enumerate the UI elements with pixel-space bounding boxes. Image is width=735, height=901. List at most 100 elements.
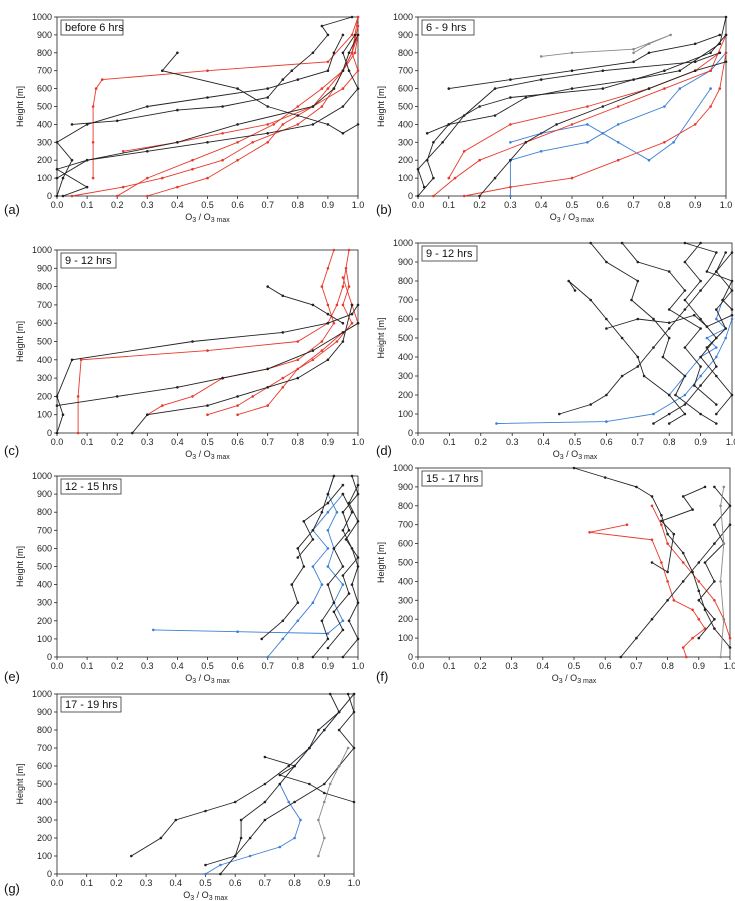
data-point (115, 194, 119, 198)
data-point (667, 336, 671, 340)
data-point (248, 854, 252, 858)
data-point (174, 818, 178, 822)
y-tick-label: 700 (37, 300, 52, 310)
data-point (236, 404, 239, 407)
y-tick-label: 800 (37, 48, 52, 58)
data-point (728, 636, 732, 640)
series-line (71, 34, 359, 197)
series-line (573, 467, 731, 648)
data-point (341, 628, 345, 632)
series-line (317, 747, 349, 857)
y-tick-label: 1000 (393, 463, 413, 473)
y-tick-label: 1000 (32, 689, 52, 699)
data-point (341, 303, 345, 307)
data-point (266, 105, 270, 108)
data-point (332, 610, 336, 614)
y-tick-label: 300 (37, 137, 52, 147)
y-tick-label: 200 (398, 614, 413, 624)
data-point (350, 33, 354, 37)
series-line (509, 52, 727, 196)
y-axis-label: Height [m] (376, 542, 386, 583)
x-tick-label: 0.2 (111, 437, 124, 447)
data-point (206, 404, 209, 407)
y-tick-label: 600 (398, 84, 413, 94)
y-tick-label: 100 (37, 851, 52, 861)
panel-title: 9 - 12 hrs (426, 248, 473, 260)
data-point (730, 289, 734, 292)
data-point (666, 580, 669, 583)
data-point (290, 69, 294, 72)
data-point (509, 185, 512, 189)
y-tick-label: 100 (398, 173, 413, 183)
data-point (730, 317, 734, 321)
panel-letter: (f) (376, 669, 388, 684)
x-tick-label: 0.4 (170, 878, 183, 888)
data-point (332, 601, 336, 604)
data-point (509, 141, 512, 144)
series-line (55, 34, 359, 197)
data-point (296, 547, 300, 550)
data-point (61, 176, 65, 180)
x-tick-label: 0.9 (689, 200, 702, 210)
data-point (326, 303, 330, 307)
data-point (204, 872, 207, 876)
data-point (632, 47, 635, 51)
data-point (663, 69, 666, 72)
data-point (347, 619, 351, 623)
data-point (326, 637, 330, 641)
data-point (328, 692, 332, 696)
data-point (204, 863, 207, 867)
data-point (296, 619, 300, 623)
data-point (233, 854, 237, 858)
panel-1: 0.0 0.1 0.2 0.3 0.4 0.5 0.6 0.7 0.8 0.9 1.0 0 100 200… (4, 12, 364, 224)
data-point (341, 565, 345, 568)
data-point (308, 782, 311, 786)
data-point (715, 403, 718, 406)
data-point (311, 538, 315, 541)
data-point (724, 336, 727, 340)
data-point (70, 358, 74, 362)
data-point (326, 321, 330, 325)
data-point (478, 194, 481, 198)
panel-title-box: before 6 hrs (60, 19, 124, 36)
y-tick-label: 300 (37, 815, 52, 825)
data-point (652, 346, 655, 349)
data-point (296, 367, 300, 371)
data-point (159, 836, 163, 840)
panel-5: 0.0 0.1 0.2 0.3 0.4 0.5 0.6 0.7 0.8 0.9 1.0 0 100 200… (4, 471, 364, 685)
x-tick-label: 0.7 (632, 437, 645, 447)
data-point (586, 123, 589, 126)
data-point (350, 474, 354, 478)
data-point (70, 158, 74, 162)
data-point (302, 520, 306, 523)
data-point (666, 542, 669, 545)
x-tick-label: 0.7 (261, 661, 274, 671)
data-point (432, 141, 435, 144)
data-point (667, 270, 671, 273)
y-tick-label: 600 (398, 539, 413, 549)
data-point (539, 150, 543, 153)
y-tick-label: 700 (37, 743, 52, 753)
series-line (698, 486, 731, 639)
data-point (266, 141, 270, 144)
y-tick-label: 900 (37, 263, 52, 273)
data-point (317, 854, 320, 858)
data-point (326, 358, 330, 362)
data-point (724, 51, 728, 55)
data-point (685, 655, 688, 659)
data-point (206, 96, 209, 99)
data-point (236, 123, 239, 126)
data-point (616, 105, 620, 108)
series-line (684, 242, 733, 310)
data-point (660, 561, 663, 564)
x-tick-label: 0.8 (663, 437, 676, 447)
series-line (541, 34, 671, 57)
data-point (667, 327, 671, 330)
data-point (347, 285, 351, 288)
data-point (650, 617, 654, 621)
x-tick-label: 0.0 (51, 661, 64, 671)
x-tick-label: 0.6 (231, 437, 244, 447)
data-point (603, 476, 607, 479)
y-tick-label: 0 (47, 652, 52, 662)
data-point (573, 289, 577, 292)
